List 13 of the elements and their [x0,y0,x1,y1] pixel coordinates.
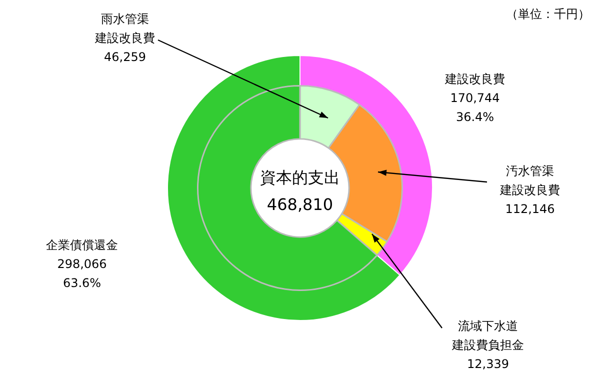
data-label: 170,744 36.4% [450,91,500,124]
slice-label: 汚水管渠建設改良費 [499,164,560,198]
text: （単位：千円） [506,7,590,22]
text: 資本的支出 [260,168,340,188]
slice-label: 企業債償還金 [46,238,118,252]
data-label: 46,259 [104,50,146,64]
slice-label: 流域下水道建設費負担金 [451,319,524,352]
data-label: 12,339 [467,357,509,372]
data-label: 298,066 63.6% [57,257,107,290]
slice-label: 建設改良費 [444,72,505,86]
data-label: 112,146 [505,202,555,216]
slice-label: 雨水管渠建設改良費 [94,12,155,46]
text: 468,810 [266,195,334,214]
